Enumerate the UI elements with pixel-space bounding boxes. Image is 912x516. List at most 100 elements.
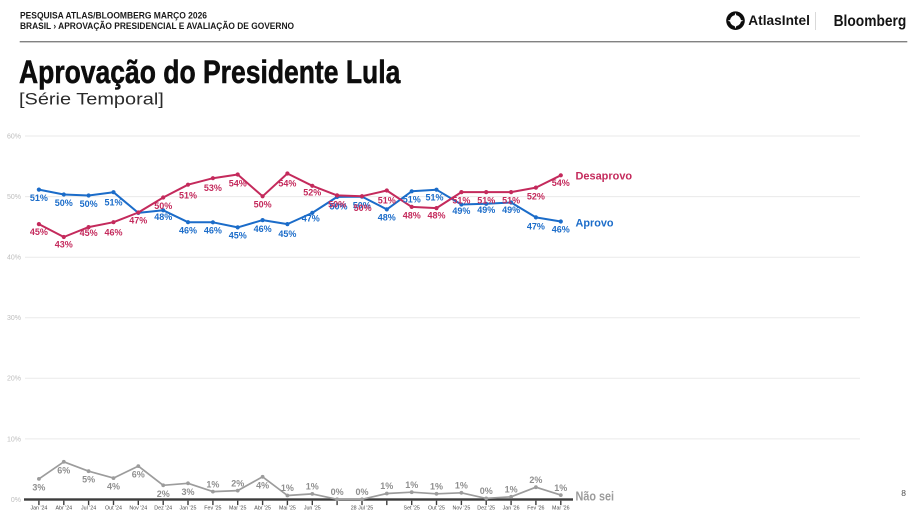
svg-text:54%: 54% bbox=[229, 179, 247, 189]
svg-text:Jun '25: Jun '25 bbox=[304, 505, 321, 511]
svg-text:2%: 2% bbox=[157, 489, 170, 499]
svg-text:3%: 3% bbox=[32, 482, 45, 492]
svg-text:51%: 51% bbox=[378, 196, 396, 206]
svg-text:Fev '26: Fev '26 bbox=[527, 505, 544, 511]
svg-text:46%: 46% bbox=[254, 224, 272, 234]
svg-text:49%: 49% bbox=[477, 205, 495, 215]
svg-text:54%: 54% bbox=[278, 179, 296, 189]
svg-text:Fev '25: Fev '25 bbox=[204, 505, 221, 511]
svg-text:1%: 1% bbox=[380, 481, 393, 491]
svg-text:43%: 43% bbox=[55, 240, 73, 250]
svg-text:0%: 0% bbox=[11, 497, 21, 504]
svg-text:30%: 30% bbox=[7, 315, 21, 322]
svg-text:51%: 51% bbox=[179, 191, 197, 201]
svg-text:Nov '25: Nov '25 bbox=[453, 505, 471, 511]
svg-text:1%: 1% bbox=[405, 480, 418, 490]
svg-text:47%: 47% bbox=[302, 214, 320, 224]
svg-text:1%: 1% bbox=[554, 483, 567, 493]
svg-text:Aprovo: Aprovo bbox=[576, 218, 614, 230]
svg-text:51%: 51% bbox=[477, 196, 495, 206]
svg-text:4%: 4% bbox=[256, 480, 269, 490]
svg-text:52%: 52% bbox=[303, 188, 321, 198]
svg-text:60%: 60% bbox=[7, 133, 21, 140]
svg-text:51%: 51% bbox=[30, 193, 48, 203]
svg-text:1%: 1% bbox=[505, 485, 518, 495]
svg-text:50%: 50% bbox=[254, 199, 272, 209]
svg-text:Jan '26: Jan '26 bbox=[503, 505, 520, 511]
svg-text:Abr '25: Abr '25 bbox=[254, 505, 271, 511]
svg-text:54%: 54% bbox=[552, 178, 570, 188]
svg-text:50%: 50% bbox=[329, 202, 347, 212]
svg-text:46%: 46% bbox=[204, 226, 222, 236]
svg-text:Jul '24: Jul '24 bbox=[81, 505, 96, 511]
svg-text:28 Jul '25: 28 Jul '25 bbox=[351, 505, 374, 511]
svg-text:Nov '24: Nov '24 bbox=[129, 505, 147, 511]
svg-text:Mar '26: Mar '26 bbox=[552, 505, 570, 511]
svg-text:51%: 51% bbox=[502, 196, 520, 206]
svg-text:Dez '24: Dez '24 bbox=[154, 505, 172, 511]
svg-text:6%: 6% bbox=[132, 470, 145, 480]
svg-text:[Série Temporal]: [Série Temporal] bbox=[19, 91, 164, 109]
svg-text:Jan '25: Jan '25 bbox=[180, 505, 197, 511]
svg-text:49%: 49% bbox=[452, 206, 470, 216]
svg-text:1%: 1% bbox=[306, 482, 319, 492]
svg-text:46%: 46% bbox=[104, 227, 122, 237]
svg-text:Dez '25: Dez '25 bbox=[477, 505, 495, 511]
svg-text:51%: 51% bbox=[403, 194, 421, 204]
svg-text:50%: 50% bbox=[7, 194, 21, 201]
svg-text:1%: 1% bbox=[430, 482, 443, 492]
svg-text:3%: 3% bbox=[181, 487, 194, 497]
svg-text:Out '24: Out '24 bbox=[105, 505, 122, 511]
svg-text:51%: 51% bbox=[452, 196, 470, 206]
svg-text:46%: 46% bbox=[179, 225, 197, 235]
svg-text:1%: 1% bbox=[281, 483, 294, 493]
svg-text:6%: 6% bbox=[57, 465, 70, 475]
svg-text:47%: 47% bbox=[527, 222, 545, 232]
svg-text:20%: 20% bbox=[7, 376, 21, 383]
svg-text:50%: 50% bbox=[354, 203, 372, 213]
svg-text:Aprovação do Presidente Lula: Aprovação do Presidente Lula bbox=[19, 54, 400, 90]
svg-text:0%: 0% bbox=[480, 486, 493, 496]
svg-text:Abr '24: Abr '24 bbox=[55, 505, 72, 511]
svg-text:50%: 50% bbox=[55, 198, 73, 208]
svg-text:Não sei: Não sei bbox=[576, 490, 615, 504]
svg-text:0%: 0% bbox=[331, 487, 344, 497]
svg-text:45%: 45% bbox=[278, 229, 296, 239]
svg-text:Set '25: Set '25 bbox=[404, 505, 420, 511]
svg-text:48%: 48% bbox=[427, 210, 445, 220]
svg-text:Mai '25: Mai '25 bbox=[279, 505, 296, 511]
svg-text:1%: 1% bbox=[206, 479, 219, 489]
svg-text:45%: 45% bbox=[30, 227, 48, 237]
svg-text:Desaprovo: Desaprovo bbox=[576, 171, 633, 183]
svg-text:50%: 50% bbox=[80, 199, 98, 209]
svg-text:5%: 5% bbox=[82, 475, 95, 485]
svg-text:0%: 0% bbox=[355, 487, 368, 497]
svg-text:Bloomberg: Bloomberg bbox=[834, 13, 907, 30]
svg-text:53%: 53% bbox=[204, 183, 222, 193]
svg-text:40%: 40% bbox=[7, 255, 21, 262]
svg-text:Mar '25: Mar '25 bbox=[229, 505, 247, 511]
svg-text:51%: 51% bbox=[425, 192, 443, 202]
svg-text:45%: 45% bbox=[229, 230, 247, 240]
svg-text:48%: 48% bbox=[403, 210, 421, 220]
svg-text:50%: 50% bbox=[353, 200, 371, 210]
svg-text:48%: 48% bbox=[378, 213, 396, 223]
svg-text:4%: 4% bbox=[107, 482, 120, 492]
svg-text:1%: 1% bbox=[455, 481, 468, 491]
svg-text:8: 8 bbox=[901, 488, 906, 498]
svg-text:46%: 46% bbox=[552, 225, 570, 235]
svg-text:Jan '24: Jan '24 bbox=[30, 505, 47, 511]
svg-text:BRASIL › APROVAÇÃO PRESIDENCIA: BRASIL › APROVAÇÃO PRESIDENCIAL E AVALIA… bbox=[20, 21, 294, 32]
svg-text:2%: 2% bbox=[529, 475, 542, 485]
svg-text:PESQUISA ATLAS/BLOOMBERG MARÇO: PESQUISA ATLAS/BLOOMBERG MARÇO 2026 bbox=[20, 11, 207, 22]
svg-text:10%: 10% bbox=[7, 436, 21, 443]
svg-text:51%: 51% bbox=[104, 198, 122, 208]
svg-text:47%: 47% bbox=[129, 215, 147, 225]
svg-text:49%: 49% bbox=[502, 205, 520, 215]
svg-text:45%: 45% bbox=[80, 228, 98, 238]
svg-text:Out '25: Out '25 bbox=[428, 505, 445, 511]
svg-text:2%: 2% bbox=[231, 478, 244, 488]
svg-text:52%: 52% bbox=[527, 191, 545, 201]
svg-text:AtlasIntel: AtlasIntel bbox=[748, 13, 810, 28]
svg-text:50%: 50% bbox=[154, 201, 172, 211]
